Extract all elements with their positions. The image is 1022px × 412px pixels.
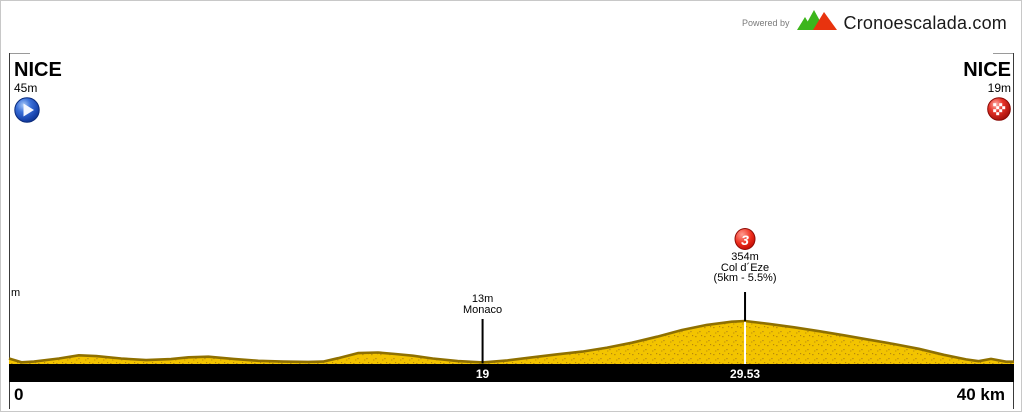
monaco-marker: 13m Monaco (463, 294, 502, 315)
profile-texture (9, 321, 1014, 364)
monaco-elevation-label: 13m (471, 293, 494, 305)
monaco-name-label: Monaco (462, 303, 503, 316)
y-axis-unit-label: m (11, 287, 21, 299)
profile-top-edge (8, 319, 1014, 364)
start-elevation-label: 45m (14, 81, 38, 95)
start-block: NICE 45m (14, 59, 62, 128)
start-play-icon (14, 97, 40, 123)
finish-block: NICE 19m (963, 59, 1011, 126)
mountains-logo-icon (796, 8, 840, 38)
site-name: Cronoescalada.com (843, 12, 1007, 33)
branding: Powered by Cronoescalada.com (742, 8, 1007, 38)
axis-corner-tick-left (9, 53, 30, 54)
distance-bar: 19 29.53 (9, 364, 1014, 382)
finish-elevation-label: 19m (987, 81, 1011, 95)
distance-bar-label-monaco: 19 (475, 367, 490, 381)
powered-by-label: Powered by (741, 18, 790, 28)
finish-city-label: NICE (963, 59, 1011, 81)
distance-bar-label-col: 29.53 (730, 367, 761, 381)
col-deze-marker: 3 354m Col d´Eze (5km - 5.5%) (714, 228, 777, 284)
col-deze-detail-label: (5km - 5.5%) (713, 272, 777, 284)
x-axis-end-label: 40 km (956, 385, 1005, 404)
y-axis-line-right (1013, 53, 1014, 409)
axis-corner-tick-right (993, 53, 1014, 54)
x-axis-start-label: 0 (14, 385, 24, 404)
col-deze-elevation-label: 354m (731, 251, 759, 263)
y-axis-line-left (9, 53, 10, 409)
col-deze-name-label: Col d´Eze (720, 261, 770, 274)
start-city-label: NICE (14, 59, 62, 81)
finish-checkered-icon (987, 97, 1011, 121)
climb-category-badge: 3 (734, 228, 756, 250)
